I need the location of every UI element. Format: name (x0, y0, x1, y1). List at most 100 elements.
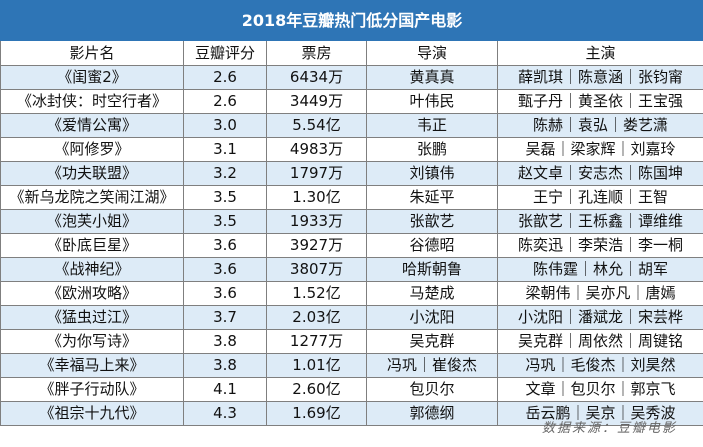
box-office-cell: 1.52亿 (266, 281, 367, 306)
table-row: 《阿修罗》 3.1 4983万 张鹏 吴磊｜梁家辉｜刘嘉玲 (0, 137, 703, 162)
score-cell: 3.5 (183, 209, 267, 234)
score-cell: 3.6 (183, 281, 267, 306)
director-cell: 郭德纲 (366, 401, 498, 426)
score-cell: 3.8 (183, 353, 267, 378)
film-cell: 《闺蜜2》 (0, 65, 184, 90)
cast-cell: 甄子丹｜黄圣依｜王宝强 (496, 89, 703, 114)
column-header-film: 影片名 (0, 40, 184, 66)
box-office-cell: 1.30亿 (266, 185, 367, 210)
column-header-director: 导演 (366, 40, 498, 66)
score-cell: 4.1 (183, 377, 267, 402)
film-cell: 《为你写诗》 (0, 329, 184, 354)
cast-cell: 陈奕迅｜李荣浩｜李一桐 (496, 233, 703, 258)
table-row: 《冰封侠：时空行者》 2.6 3449万 叶伟民 甄子丹｜黄圣依｜王宝强 (0, 89, 703, 114)
cast-cell: 小沈阳｜潘斌龙｜宋芸桦 (496, 305, 703, 330)
table-title: 2018年豆瓣热门低分国产电影 (0, 0, 703, 41)
film-cell: 《猛虫过江》 (0, 305, 184, 330)
table-row: 《为你写诗》 3.8 1277万 吴克群 吴克群｜周依然｜周键铭 (0, 329, 703, 354)
cast-cell: 赵文卓｜安志杰｜陈国坤 (496, 161, 703, 186)
cast-cell: 张歆艺｜王栎鑫｜谭维维 (496, 209, 703, 234)
box-office-cell: 3449万 (266, 89, 367, 114)
table-row: 《欧洲攻略》 3.6 1.52亿 马楚成 梁朝伟｜吴亦凡｜唐嫣 (0, 281, 703, 306)
director-cell: 小沈阳 (366, 305, 498, 330)
cast-cell: 文章｜包贝尔｜郭京飞 (496, 377, 703, 402)
film-cell: 《卧底巨星》 (0, 233, 184, 258)
score-cell: 2.6 (183, 65, 267, 90)
cast-cell: 吴克群｜周依然｜周键铭 (496, 329, 703, 354)
table-row: 《闺蜜2》 2.6 6434万 黄真真 薛凯琪｜陈意涵｜张钧甯 (0, 65, 703, 90)
film-cell: 《爱情公寓》 (0, 113, 184, 138)
table-row: 《幸福马上来》 3.8 1.01亿 冯巩｜崔俊杰 冯巩｜毛俊杰｜刘昊然 (0, 353, 703, 378)
films-table: 2018年豆瓣热门低分国产电影 影片名 豆瓣评分 票房 导演 主演 《闺蜜2》 … (0, 0, 703, 426)
director-cell: 张鹏 (366, 137, 498, 162)
box-office-cell: 4983万 (266, 137, 367, 162)
cast-cell: 薛凯琪｜陈意涵｜张钧甯 (496, 65, 703, 90)
box-office-cell: 1933万 (266, 209, 367, 234)
column-header-cast: 主演 (496, 40, 703, 66)
director-cell: 吴克群 (366, 329, 498, 354)
box-office-cell: 1277万 (266, 329, 367, 354)
director-cell: 叶伟民 (366, 89, 498, 114)
table-row: 《胖子行动队》 4.1 2.60亿 包贝尔 文章｜包贝尔｜郭京飞 (0, 377, 703, 402)
director-cell: 冯巩｜崔俊杰 (366, 353, 498, 378)
column-header-box-office: 票房 (266, 40, 367, 66)
cast-cell: 梁朝伟｜吴亦凡｜唐嫣 (496, 281, 703, 306)
column-header-score: 豆瓣评分 (183, 40, 267, 66)
table-row: 《泡芙小姐》 3.5 1933万 张歆艺 张歆艺｜王栎鑫｜谭维维 (0, 209, 703, 234)
box-office-cell: 3927万 (266, 233, 367, 258)
box-office-cell: 6434万 (266, 65, 367, 90)
film-cell: 《幸福马上来》 (0, 353, 184, 378)
film-cell: 《冰封侠：时空行者》 (0, 89, 184, 114)
film-cell: 《祖宗十九代》 (0, 401, 184, 426)
film-cell: 《泡芙小姐》 (0, 209, 184, 234)
cast-cell: 王宁｜孔连顺｜王智 (496, 185, 703, 210)
table-row: 《功夫联盟》 3.2 1797万 刘镇伟 赵文卓｜安志杰｜陈国坤 (0, 161, 703, 186)
box-office-cell: 5.54亿 (266, 113, 367, 138)
score-cell: 4.3 (183, 401, 267, 426)
table-body: 《闺蜜2》 2.6 6434万 黄真真 薛凯琪｜陈意涵｜张钧甯 《冰封侠：时空行… (0, 65, 703, 426)
director-cell: 韦正 (366, 113, 498, 138)
score-cell: 3.2 (183, 161, 267, 186)
director-cell: 谷德昭 (366, 233, 498, 258)
film-cell: 《欧洲攻略》 (0, 281, 184, 306)
table-row: 《祖宗十九代》 4.3 1.69亿 郭德纲 岳云鹏｜吴京｜吴秀波 (0, 401, 703, 426)
director-cell: 马楚成 (366, 281, 498, 306)
score-cell: 3.6 (183, 233, 267, 258)
score-cell: 3.7 (183, 305, 267, 330)
score-cell: 3.0 (183, 113, 267, 138)
table-row: 《战神纪》 3.6 3807万 哈斯朝鲁 陈伟霆｜林允｜胡军 (0, 257, 703, 282)
cast-cell: 冯巩｜毛俊杰｜刘昊然 (496, 353, 703, 378)
box-office-cell: 1.69亿 (266, 401, 367, 426)
cast-cell: 岳云鹏｜吴京｜吴秀波 (496, 401, 703, 426)
film-cell: 《新乌龙院之笑闹江湖》 (0, 185, 184, 210)
film-cell: 《战神纪》 (0, 257, 184, 282)
cast-cell: 吴磊｜梁家辉｜刘嘉玲 (496, 137, 703, 162)
box-office-cell: 2.60亿 (266, 377, 367, 402)
data-source-note: 数据来源：豆瓣电影 (541, 421, 677, 436)
film-cell: 《胖子行动队》 (0, 377, 184, 402)
cast-cell: 陈伟霆｜林允｜胡军 (496, 257, 703, 282)
director-cell: 包贝尔 (366, 377, 498, 402)
score-cell: 2.6 (183, 89, 267, 114)
film-cell: 《功夫联盟》 (0, 161, 184, 186)
score-cell: 3.8 (183, 329, 267, 354)
score-cell: 3.5 (183, 185, 267, 210)
director-cell: 朱延平 (366, 185, 498, 210)
score-cell: 3.6 (183, 257, 267, 282)
table-row: 《新乌龙院之笑闹江湖》 3.5 1.30亿 朱延平 王宁｜孔连顺｜王智 (0, 185, 703, 210)
table-row: 《卧底巨星》 3.6 3927万 谷德昭 陈奕迅｜李荣浩｜李一桐 (0, 233, 703, 258)
cast-cell: 陈赫｜袁弘｜娄艺潇 (496, 113, 703, 138)
box-office-cell: 2.03亿 (266, 305, 367, 330)
score-cell: 3.1 (183, 137, 267, 162)
film-cell: 《阿修罗》 (0, 137, 184, 162)
box-office-cell: 1.01亿 (266, 353, 367, 378)
table-row: 《爱情公寓》 3.0 5.54亿 韦正 陈赫｜袁弘｜娄艺潇 (0, 113, 703, 138)
director-cell: 刘镇伟 (366, 161, 498, 186)
table-row: 《猛虫过江》 3.7 2.03亿 小沈阳 小沈阳｜潘斌龙｜宋芸桦 (0, 305, 703, 330)
box-office-cell: 1797万 (266, 161, 367, 186)
header-row: 影片名 豆瓣评分 票房 导演 主演 (0, 40, 703, 66)
director-cell: 黄真真 (366, 65, 498, 90)
box-office-cell: 3807万 (266, 257, 367, 282)
director-cell: 张歆艺 (366, 209, 498, 234)
